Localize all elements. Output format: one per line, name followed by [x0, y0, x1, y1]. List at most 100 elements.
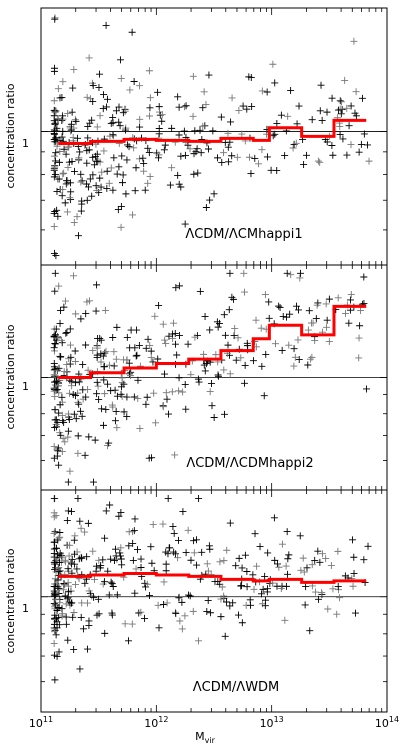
scatter-point: [211, 578, 219, 586]
scatter-point: [243, 342, 251, 350]
scatter-point: [51, 601, 59, 609]
scatter-point: [79, 625, 87, 633]
scatter-point: [77, 170, 85, 178]
scatter-point: [97, 183, 105, 191]
scatter-point: [65, 552, 73, 560]
scatter-point: [162, 389, 170, 397]
median-step-series: [58, 571, 367, 584]
scatter-point: [271, 556, 279, 564]
scatter-point: [220, 149, 228, 157]
scatter-point: [76, 665, 84, 673]
scatter-point: [123, 141, 131, 149]
scatter-point: [284, 570, 292, 578]
scatter-point: [175, 593, 183, 601]
scatter-point: [294, 306, 302, 314]
scatter-point: [110, 154, 118, 162]
scatter-point: [74, 432, 82, 440]
scatter-point: [238, 619, 246, 627]
scatter-point: [118, 379, 126, 387]
scatter-point: [141, 186, 149, 194]
scatter-point: [323, 323, 331, 331]
scatter-point: [51, 287, 59, 295]
scatter-point: [97, 562, 105, 570]
scatter-point: [286, 310, 294, 318]
scatter-point: [113, 424, 121, 432]
scatter-point: [54, 382, 62, 390]
scatter-point: [282, 562, 290, 570]
scatter-point: [89, 82, 97, 90]
scatter-point: [78, 412, 86, 420]
scatter-point: [285, 341, 293, 349]
scatter-point: [322, 555, 330, 563]
scatter-point: [71, 532, 79, 540]
scatter-point: [51, 560, 59, 568]
scatter-point: [101, 629, 109, 637]
scatter-point: [228, 94, 236, 102]
scatter-point: [58, 93, 66, 101]
scatter-point: [66, 467, 74, 475]
scatter-point: [175, 387, 183, 395]
scatter-point: [100, 363, 108, 371]
scatter-point: [51, 269, 59, 277]
scatter-point: [94, 595, 102, 603]
x-ticks: [40, 265, 383, 490]
scatter-point: [84, 519, 92, 527]
scatter-point: [88, 116, 96, 124]
scatter-point: [177, 152, 185, 160]
scatter-point: [53, 377, 61, 385]
scatter-point: [55, 389, 63, 397]
scatter-point: [92, 182, 100, 190]
scatter-point: [75, 232, 83, 240]
scatter-point: [159, 600, 167, 608]
scatter-point: [68, 599, 76, 607]
scatter-point: [235, 611, 243, 619]
scatter-point: [318, 589, 326, 597]
scatter-point: [83, 196, 91, 204]
scatter-point: [62, 150, 70, 158]
scatter-point: [83, 599, 91, 607]
scatter-point: [64, 579, 72, 587]
scatter-point: [55, 409, 63, 417]
scatter-point: [50, 495, 58, 503]
scatter-point: [111, 545, 119, 553]
scatter-point: [98, 405, 106, 413]
scatter-point: [102, 405, 110, 413]
scatter-point: [241, 361, 249, 369]
scatter-point: [191, 333, 199, 341]
scatter-point: [201, 367, 209, 375]
scatter-point: [110, 348, 118, 356]
scatter-point: [99, 352, 107, 360]
y-ticks: [41, 596, 387, 713]
scatter-point: [191, 127, 199, 135]
scatter-point: [115, 163, 123, 171]
scatter-point: [117, 74, 125, 82]
scatter-point: [130, 527, 138, 535]
scatter-point: [70, 272, 78, 280]
x-tick-label: 1011: [29, 715, 53, 730]
scatter-point: [125, 143, 133, 151]
scatter-point: [110, 362, 118, 370]
scatter-point: [97, 358, 105, 366]
scatter-point: [184, 340, 192, 348]
scatter-point: [143, 393, 151, 401]
scatter-point: [67, 126, 75, 134]
scatter-point: [130, 393, 138, 401]
scatter-point: [311, 556, 319, 564]
scatter-point: [152, 419, 160, 427]
scatter-point: [77, 315, 85, 323]
scatter-point: [93, 344, 101, 352]
scatter-point: [339, 135, 347, 143]
scatter-point: [180, 103, 188, 111]
scatter-point: [144, 144, 152, 152]
scatter-point: [112, 107, 120, 115]
scatter-point: [54, 334, 62, 342]
scatter-point: [303, 151, 310, 159]
scatter-point: [203, 560, 211, 568]
scatter-point: [126, 370, 134, 378]
scatter-point: [60, 368, 68, 376]
scatter-point: [53, 142, 61, 150]
scatter-point: [162, 548, 170, 556]
scatter-point: [56, 567, 64, 575]
scatter-point: [206, 388, 214, 396]
scatter-point: [117, 390, 125, 398]
